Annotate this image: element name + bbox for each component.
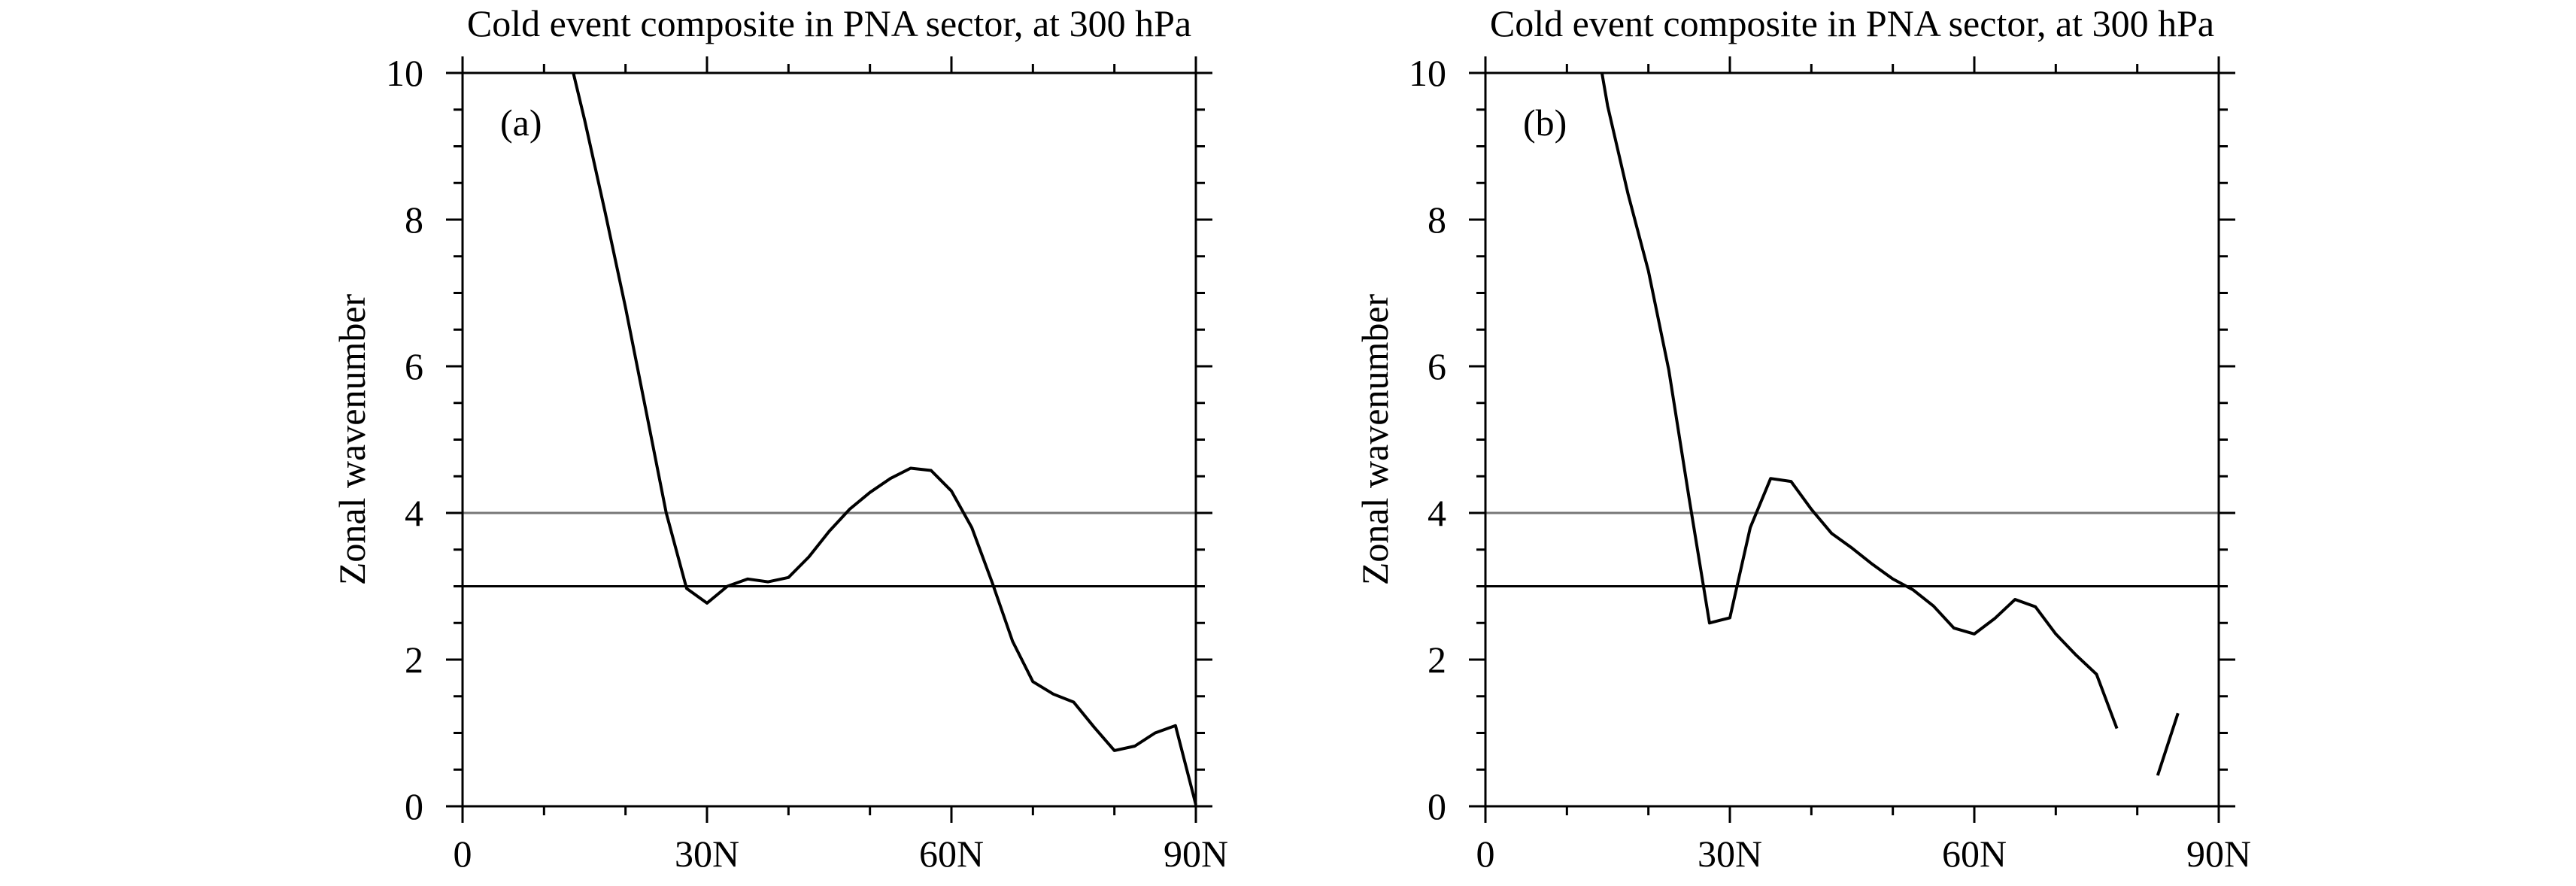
chart-title: Cold event composite in PNA sector, at 3…	[1490, 2, 2214, 44]
y-tick-label: 0	[405, 785, 423, 827]
y-tick-label: 10	[386, 52, 423, 94]
series-line-segment	[1600, 72, 2119, 730]
y-tick-label: 6	[1428, 345, 1446, 387]
series-line-segment	[2156, 712, 2180, 776]
series-line-segment	[572, 72, 1197, 806]
y-axis-label: Zonal wavenumber	[1354, 293, 1396, 585]
y-tick-label: 8	[1428, 199, 1446, 241]
panel-label: (a)	[500, 102, 542, 144]
y-tick-label: 4	[1428, 492, 1446, 534]
plot-frame	[461, 71, 1197, 808]
x-tick-label: 90N	[2186, 833, 2251, 875]
y-tick-label: 2	[405, 639, 423, 681]
x-tick-label: 30N	[1698, 833, 1762, 875]
chart-panel-1: Cold event composite in PNA sector, at 3…	[331, 2, 1228, 875]
panel-label: (b)	[1523, 102, 1567, 144]
x-tick-label: 90N	[1164, 833, 1228, 875]
x-tick-label: 30N	[675, 833, 739, 875]
y-axis-label: Zonal wavenumber	[331, 293, 373, 585]
x-tick-label: 60N	[1942, 833, 2007, 875]
chart-panel-2: Cold event composite in PNA sector, at 3…	[1354, 2, 2251, 875]
y-tick-label: 0	[1428, 785, 1446, 827]
y-tick-label: 10	[1409, 52, 1446, 94]
plot-frame	[1484, 71, 2220, 808]
chart-title: Cold event composite in PNA sector, at 3…	[467, 2, 1191, 44]
y-tick-label: 4	[405, 492, 423, 534]
y-tick-label: 2	[1428, 639, 1446, 681]
y-tick-label: 6	[405, 345, 423, 387]
x-tick-label: 60N	[919, 833, 984, 875]
y-tick-label: 8	[405, 199, 423, 241]
x-tick-label: 0	[1476, 833, 1495, 875]
x-tick-label: 0	[454, 833, 472, 875]
